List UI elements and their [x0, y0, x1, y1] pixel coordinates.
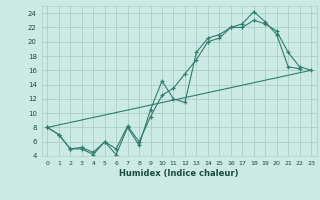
X-axis label: Humidex (Indice chaleur): Humidex (Indice chaleur)	[119, 169, 239, 178]
